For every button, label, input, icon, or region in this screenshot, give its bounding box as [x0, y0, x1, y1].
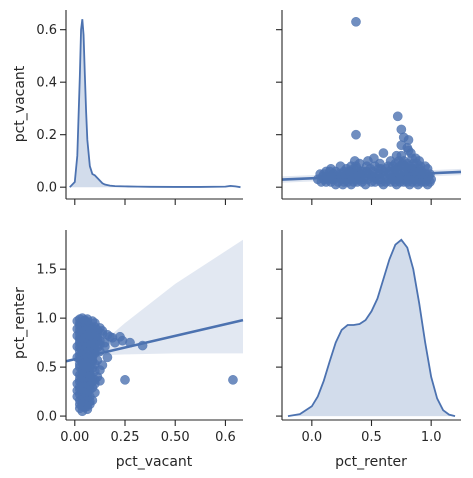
x-tick-label: 0.5	[361, 430, 382, 445]
regression-ci-band	[74, 239, 243, 365]
scatter-point	[365, 164, 376, 174]
y-tick-label: 0.0	[36, 181, 57, 196]
scatter-point	[85, 380, 95, 391]
y-tick-label: 0.2	[36, 128, 57, 143]
x-tick-label: 0.6	[215, 430, 236, 445]
x-tick-label: 0.0	[301, 430, 322, 445]
scatter-point	[396, 140, 407, 150]
y-tick-label: 1.0	[36, 312, 57, 327]
y-tick-label: 0.4	[36, 76, 57, 91]
scatter-point	[344, 166, 354, 177]
y-axis-label-bottom: pct_renter	[12, 287, 28, 359]
regression-line	[281, 170, 462, 181]
scatter-point	[228, 375, 238, 385]
y-axis-label-top: pct_vacant	[12, 65, 28, 142]
scatter-point	[396, 124, 407, 135]
x-tick-label: 0.50	[161, 430, 190, 445]
scatter-point	[339, 177, 349, 187]
kde-area-pct-vacant	[69, 19, 241, 188]
panel-scatter-vacant-vs-renter	[276, 10, 462, 205]
kde-line-pct-vacant	[69, 19, 241, 189]
x-tick-label: 1.0	[421, 430, 442, 445]
x-tick-label: 0.25	[111, 430, 140, 445]
axes-labels: pct_vacant pct_renter pct_vacant pct_ren…	[12, 65, 407, 470]
scatter-point	[80, 399, 90, 410]
kde-line-pct-renter	[287, 238, 456, 417]
scatter-point	[102, 352, 113, 363]
panel-kde-pct-renter: 0.0 0.5 1.0	[276, 230, 461, 445]
scatter-point	[378, 148, 389, 158]
y-tick-label: 0.0	[36, 410, 57, 425]
x-axis-label-left: pct_vacant	[116, 454, 193, 470]
scatter-point	[392, 111, 403, 122]
scatter-point	[351, 17, 361, 27]
scatter-point	[120, 375, 130, 385]
regression-line	[65, 318, 244, 363]
scatter-point	[75, 384, 85, 395]
scatter-point	[351, 129, 361, 140]
scatter-point	[403, 145, 414, 156]
scatter-point	[110, 337, 120, 348]
panel-kde-pct-vacant: 0.0 0.2 0.4 0.6	[36, 10, 243, 205]
y-tick-label: 0.6	[36, 23, 57, 38]
scatter-point	[420, 161, 431, 171]
y-tick-label: 1.5	[36, 263, 57, 278]
y-tick-label: 0.5	[36, 361, 57, 376]
kde-area-pct-renter	[287, 239, 456, 417]
x-tick-label: 0.00	[60, 430, 89, 445]
panel-scatter-renter-vs-vacant: 0.00 0.25 0.50 0.6 0.0 0.5 1.0 1.5	[36, 230, 244, 445]
x-axis-label-right: pct_renter	[335, 454, 407, 470]
